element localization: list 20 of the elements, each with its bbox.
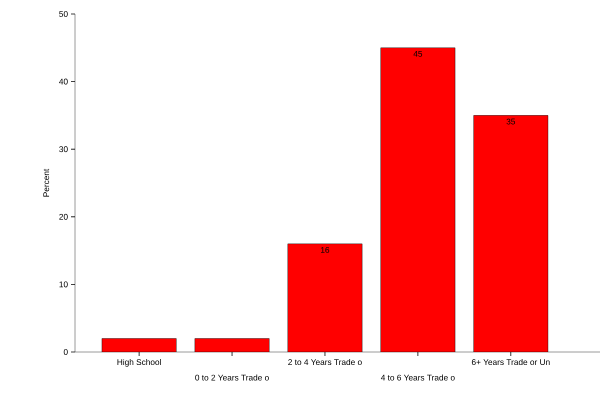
x-tick-label: High School: [118, 358, 161, 367]
bar: [473, 115, 548, 352]
bar: [102, 338, 176, 352]
bar: [288, 244, 362, 352]
x-tick-label: 6+ Years Trade or Un: [472, 358, 550, 366]
data-label: 35: [506, 118, 516, 124]
y-tick-label: 40: [59, 78, 68, 85]
x-tick-label: 4 to 6 Years Trade o: [380, 374, 455, 381]
y-axis-title: Percent: [43, 168, 50, 197]
y-tick-label: 30: [59, 146, 68, 152]
y-tick-label: 10: [59, 281, 68, 288]
y-tick-label: 0: [64, 349, 68, 355]
bar: [380, 48, 456, 352]
y-tick-label: 50: [59, 11, 68, 17]
data-label: 16: [320, 247, 330, 253]
y-tick-label: 20: [59, 214, 68, 220]
bar: [194, 338, 270, 352]
data-label: 45: [413, 50, 422, 57]
x-tick-label: 2 to 4 Years Trade o: [288, 358, 362, 366]
x-tick-label: 0 to 2 Years Trade o: [195, 374, 269, 381]
